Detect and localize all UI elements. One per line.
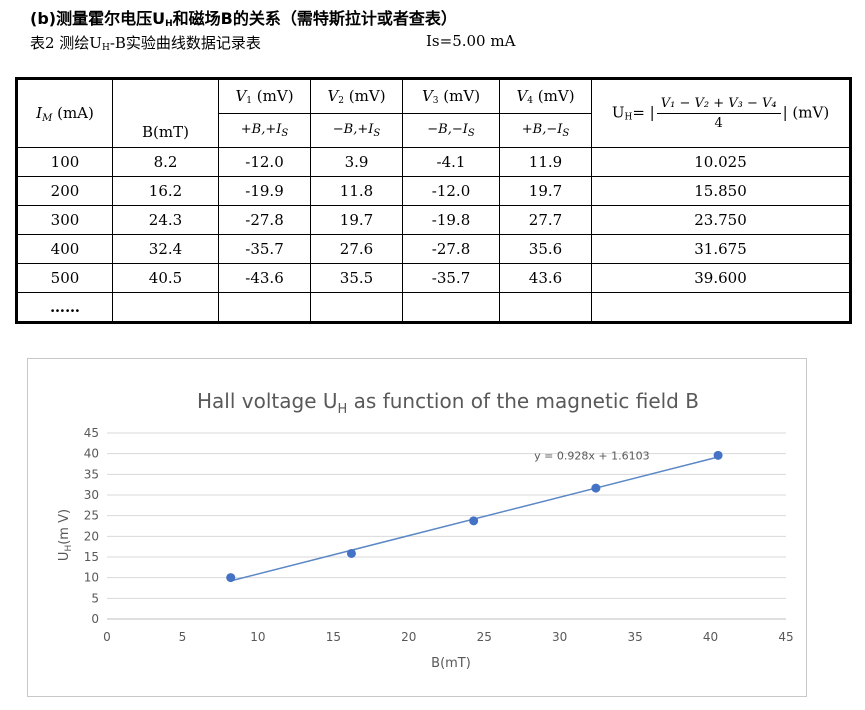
cell-v3: -35.7 [402, 263, 500, 293]
y-tick-label: 15 [84, 550, 99, 564]
y-tick-label: 40 [84, 447, 99, 461]
cell-im: 500 [16, 263, 113, 293]
cell-b: 40.5 [112, 263, 219, 293]
cell-v4: 27.7 [499, 205, 592, 235]
cell-v4: 11.9 [499, 147, 592, 177]
y-tick-label: 30 [84, 488, 99, 502]
cond-v4: +B,−IS [499, 113, 592, 148]
cond-v3: −B,−IS [402, 113, 500, 148]
cell-b: 32.4 [112, 234, 219, 264]
header-v1: V1 (mV) [218, 78, 311, 114]
x-tick-label: 20 [401, 630, 416, 644]
cell-v1: -12.0 [218, 147, 311, 177]
chart-container: 0 5 10 15 20 25 30 35 40 45 0 5 10 15 20 25 30 35 40 45 Hal… [27, 358, 807, 697]
cond-v2: −B,+IS [310, 113, 403, 148]
cell-v3: -4.1 [402, 147, 500, 177]
empty-cell [591, 292, 851, 323]
table-row: 400 32.4 -35.7 27.6 -27.8 35.6 31.675 [16, 234, 851, 264]
y-tick-label: 45 [84, 426, 99, 440]
y-tick-label: 10 [84, 571, 99, 585]
table-caption: 表2 测绘UH-B实验曲线数据记录表 Is=5.00 mA [30, 32, 516, 53]
hall-voltage-chart: 0 5 10 15 20 25 30 35 40 45 0 5 10 15 20 25 30 35 40 45 Hal… [57, 389, 794, 671]
cell-v4: 19.7 [499, 176, 592, 206]
cell-v2: 27.6 [310, 234, 403, 264]
data-point [713, 450, 723, 460]
header-b: B(mT) [112, 78, 219, 148]
cell-im: 200 [16, 176, 113, 206]
cell-v3: -12.0 [402, 176, 500, 206]
cell-v1: -43.6 [218, 263, 311, 293]
cell-b: 8.2 [112, 147, 219, 177]
cell-uh: 15.850 [591, 176, 851, 206]
data-point [591, 483, 601, 493]
cell-im: 300 [16, 205, 113, 235]
cell-v4: 35.6 [499, 234, 592, 264]
section-heading: (b)测量霍尔电压UH和磁场B的关系（需特斯拉计或者查表） [30, 9, 457, 29]
header-v4: V4 (mV) [499, 78, 592, 114]
chart-title: Hall voltage UH as function of the magne… [197, 389, 699, 417]
cell-v2: 35.5 [310, 263, 403, 293]
table-row: 500 40.5 -43.6 35.5 -35.7 43.6 39.600 [16, 263, 851, 293]
header-v3: V3 (mV) [402, 78, 500, 114]
data-point [226, 573, 236, 583]
header-v2: V2 (mV) [310, 78, 403, 114]
data-table: IM (mA) B(mT) V1 (mV) V2 (mV) V3 (mV) V4… [15, 77, 852, 324]
formula-numerator: V₁ − V₂ + V₃ − V₄ [656, 96, 781, 114]
empty-cell [310, 292, 403, 323]
y-tick-label: 0 [91, 612, 99, 626]
header-im: IM (mA) [16, 78, 113, 148]
ellipsis-cell: …… [16, 292, 113, 323]
table-row: 300 24.3 -27.8 19.7 -19.8 27.7 23.750 [16, 205, 851, 235]
x-tick-label: 45 [778, 630, 793, 644]
cell-uh: 23.750 [591, 205, 851, 235]
cell-b: 24.3 [112, 205, 219, 235]
y-axis-label: UH(m V) [57, 509, 74, 561]
cell-uh: 10.025 [591, 147, 851, 177]
table-row: 100 8.2 -12.0 3.9 -4.1 11.9 10.025 [16, 147, 851, 177]
x-tick-label: 15 [326, 630, 341, 644]
data-point [469, 516, 479, 526]
x-axis-label: B(mT) [431, 656, 471, 671]
current-is-label: Is=5.00 mA [426, 32, 516, 50]
x-tick-label: 35 [627, 630, 642, 644]
cell-v1: -35.7 [218, 234, 311, 264]
cell-uh: 39.600 [591, 263, 851, 293]
table-row: 200 16.2 -19.9 11.8 -12.0 19.7 15.850 [16, 176, 851, 206]
header-uh-formula: UH= | V₁ − V₂ + V₃ − V₄ 4 | (mV) [591, 78, 851, 148]
y-tick-label: 25 [84, 509, 99, 523]
y-tick-label: 5 [91, 591, 99, 605]
cell-v2: 19.7 [310, 205, 403, 235]
cell-v3: -19.8 [402, 205, 500, 235]
cell-v2: 3.9 [310, 147, 403, 177]
cell-v1: -27.8 [218, 205, 311, 235]
empty-cell [499, 292, 592, 323]
cell-im: 400 [16, 234, 113, 264]
cell-v3: -27.8 [402, 234, 500, 264]
empty-cell [112, 292, 219, 323]
cell-b: 16.2 [112, 176, 219, 206]
y-tick-label: 20 [84, 529, 99, 543]
data-point [346, 548, 356, 558]
cell-im: 100 [16, 147, 113, 177]
x-tick-label: 25 [477, 630, 492, 644]
x-tick-label: 5 [179, 630, 187, 644]
cell-uh: 31.675 [591, 234, 851, 264]
cell-v1: -19.9 [218, 176, 311, 206]
x-tick-label: 40 [703, 630, 718, 644]
cond-v1: +B,+IS [218, 113, 311, 148]
cell-v2: 11.8 [310, 176, 403, 206]
formula-denominator: 4 [714, 116, 723, 131]
empty-cell [218, 292, 311, 323]
cell-v4: 43.6 [499, 263, 592, 293]
x-tick-label: 0 [103, 630, 111, 644]
x-tick-label: 10 [250, 630, 265, 644]
trendline-equation: y = 0.928x + 1.6103 [534, 449, 649, 462]
table-row: …… [16, 292, 851, 323]
x-tick-label: 30 [552, 630, 567, 644]
empty-cell [402, 292, 500, 323]
y-tick-label: 35 [84, 467, 99, 481]
